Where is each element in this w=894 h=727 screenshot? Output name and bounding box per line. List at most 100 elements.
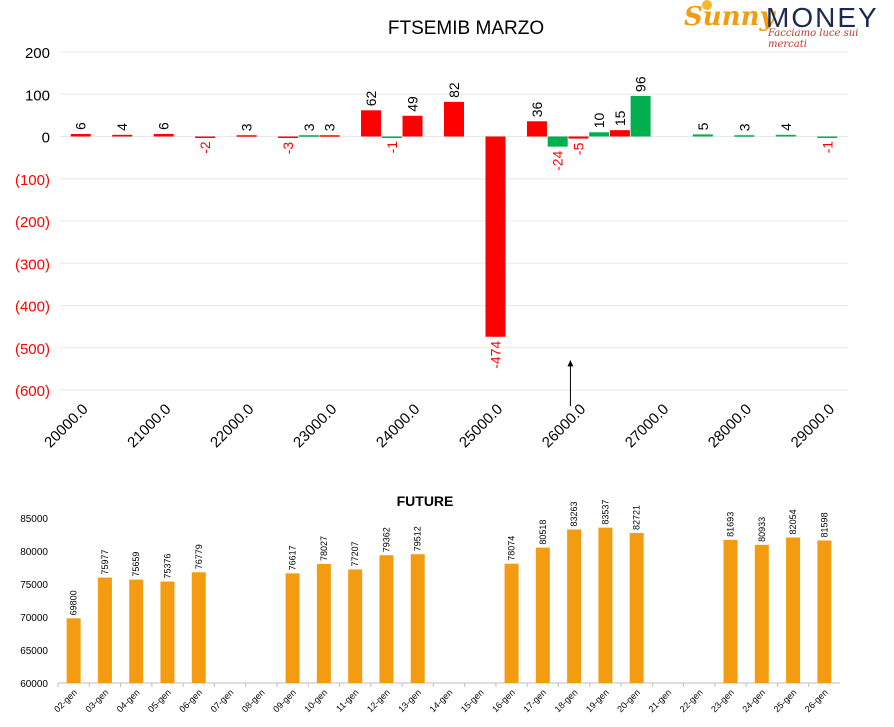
x-tick-label: 27000.0 [622,401,672,451]
bar [298,135,319,137]
bar [319,135,340,137]
y-tick-label: 65000 [20,646,48,657]
x-tick-label: 12-gen [365,687,392,714]
bar [153,133,174,137]
data-label: 4 [114,123,130,131]
bar [629,533,644,683]
bar [817,136,838,138]
data-label: 82 [446,82,462,98]
x-tick-label: 23000.0 [290,401,340,451]
x-tick-label: 24-gen [740,687,767,714]
data-label: 96 [633,76,649,92]
data-label: 36 [529,102,545,118]
data-label: 4 [778,123,794,131]
data-label: 62 [363,91,379,107]
x-tick-label: 24000.0 [373,401,423,451]
bar [195,136,216,138]
data-label: -1 [819,141,835,154]
bar [723,539,738,683]
y-tick-label: (400) [15,299,50,316]
bar [236,135,257,137]
bar [754,544,769,683]
x-tick-label: 29000.0 [788,401,838,451]
y-tick-label: (600) [15,383,50,400]
sun-icon [702,0,712,10]
y-tick-label: (100) [15,172,50,189]
data-label: 3 [736,123,752,131]
sunny-money-logo: Sunny MONEY Facciamo luce sui mercati [684,0,889,50]
data-label: -1 [384,141,400,154]
y-tick-label: (200) [15,214,50,231]
y-tick-label: 85000 [20,514,48,525]
y-tick-label: 200 [25,45,50,62]
logo-brand-part1: Sunny [684,2,775,32]
x-tick-label: 14-gen [428,687,455,714]
x-tick-label: 28000.0 [705,401,755,451]
bar [285,573,300,683]
bar [692,134,713,137]
y-tick-label: 70000 [20,613,48,624]
bar [567,529,582,683]
bar [348,569,363,683]
bar [630,95,651,137]
future-price-chart: FUTURE 60000 65000 70000 75000 80000 85000 6980… [20,493,840,714]
y-tick-label: 80000 [20,547,48,558]
bar [526,121,547,137]
data-label: 82721 [632,505,642,530]
x-tick-label: 22000.0 [207,401,257,451]
y-tick-label: 75000 [20,580,48,591]
bar [775,134,796,137]
data-label: 78027 [319,536,329,561]
x-tick-label: 09-gen [271,687,298,714]
x-tick-label: 26-gen [803,687,830,714]
bar [817,540,832,683]
data-label: 5 [695,122,711,130]
bar [66,618,81,683]
data-label: -2 [197,141,213,154]
x-tick-label: 11-gen [334,687,360,713]
chart-title: FUTURE [397,493,454,509]
x-tick-label: 04-gen [115,687,142,714]
x-tick-label: 26000.0 [539,401,589,451]
bar [535,547,550,683]
bar [589,132,610,137]
x-tick-label: 20000.0 [41,401,91,451]
y-tick-label: 100 [25,87,50,104]
y-tick-label: (300) [15,256,50,273]
bar [191,572,206,683]
data-label: 10 [591,112,607,128]
data-label: 80518 [538,520,548,545]
ftsemib-options-chart: FTSEMIB MARZO 200 100 0 (100) (200) (300) (400)… [15,18,848,451]
data-label: -474 [487,341,503,369]
bar [361,110,382,137]
x-tick-label: 06-gen [177,687,204,714]
bar [547,136,568,147]
x-tick-label: 23-gen [709,687,736,714]
bar [568,136,589,139]
x-tick-label: 05-gen [146,687,173,714]
x-tick-label: 15-gen [459,687,486,714]
x-tick-label: 20-gen [615,687,642,714]
data-label: 3 [239,123,255,131]
data-label: 3 [301,123,317,131]
x-tick-label: 02-gen [52,687,79,714]
bar [609,130,630,137]
data-label: 81598 [819,512,829,537]
bar [402,115,423,137]
y-tick-label: 60000 [20,679,48,690]
data-label: 83537 [600,500,610,525]
data-label: 79512 [413,526,423,551]
bar [278,136,299,138]
bar [786,537,801,683]
data-label: 78074 [507,536,517,561]
x-tick-label: 25000.0 [456,401,506,451]
data-label: 79362 [381,527,391,552]
x-tick-label: 21000.0 [124,401,174,451]
data-label: 75977 [100,550,110,575]
data-label: 81693 [726,512,736,537]
x-tick-label: 22-gen [678,687,705,714]
bar [734,135,755,137]
x-tick-label: 03-gen [83,687,110,714]
annotation-arrow-head [567,360,574,367]
data-label: 69800 [69,590,79,615]
